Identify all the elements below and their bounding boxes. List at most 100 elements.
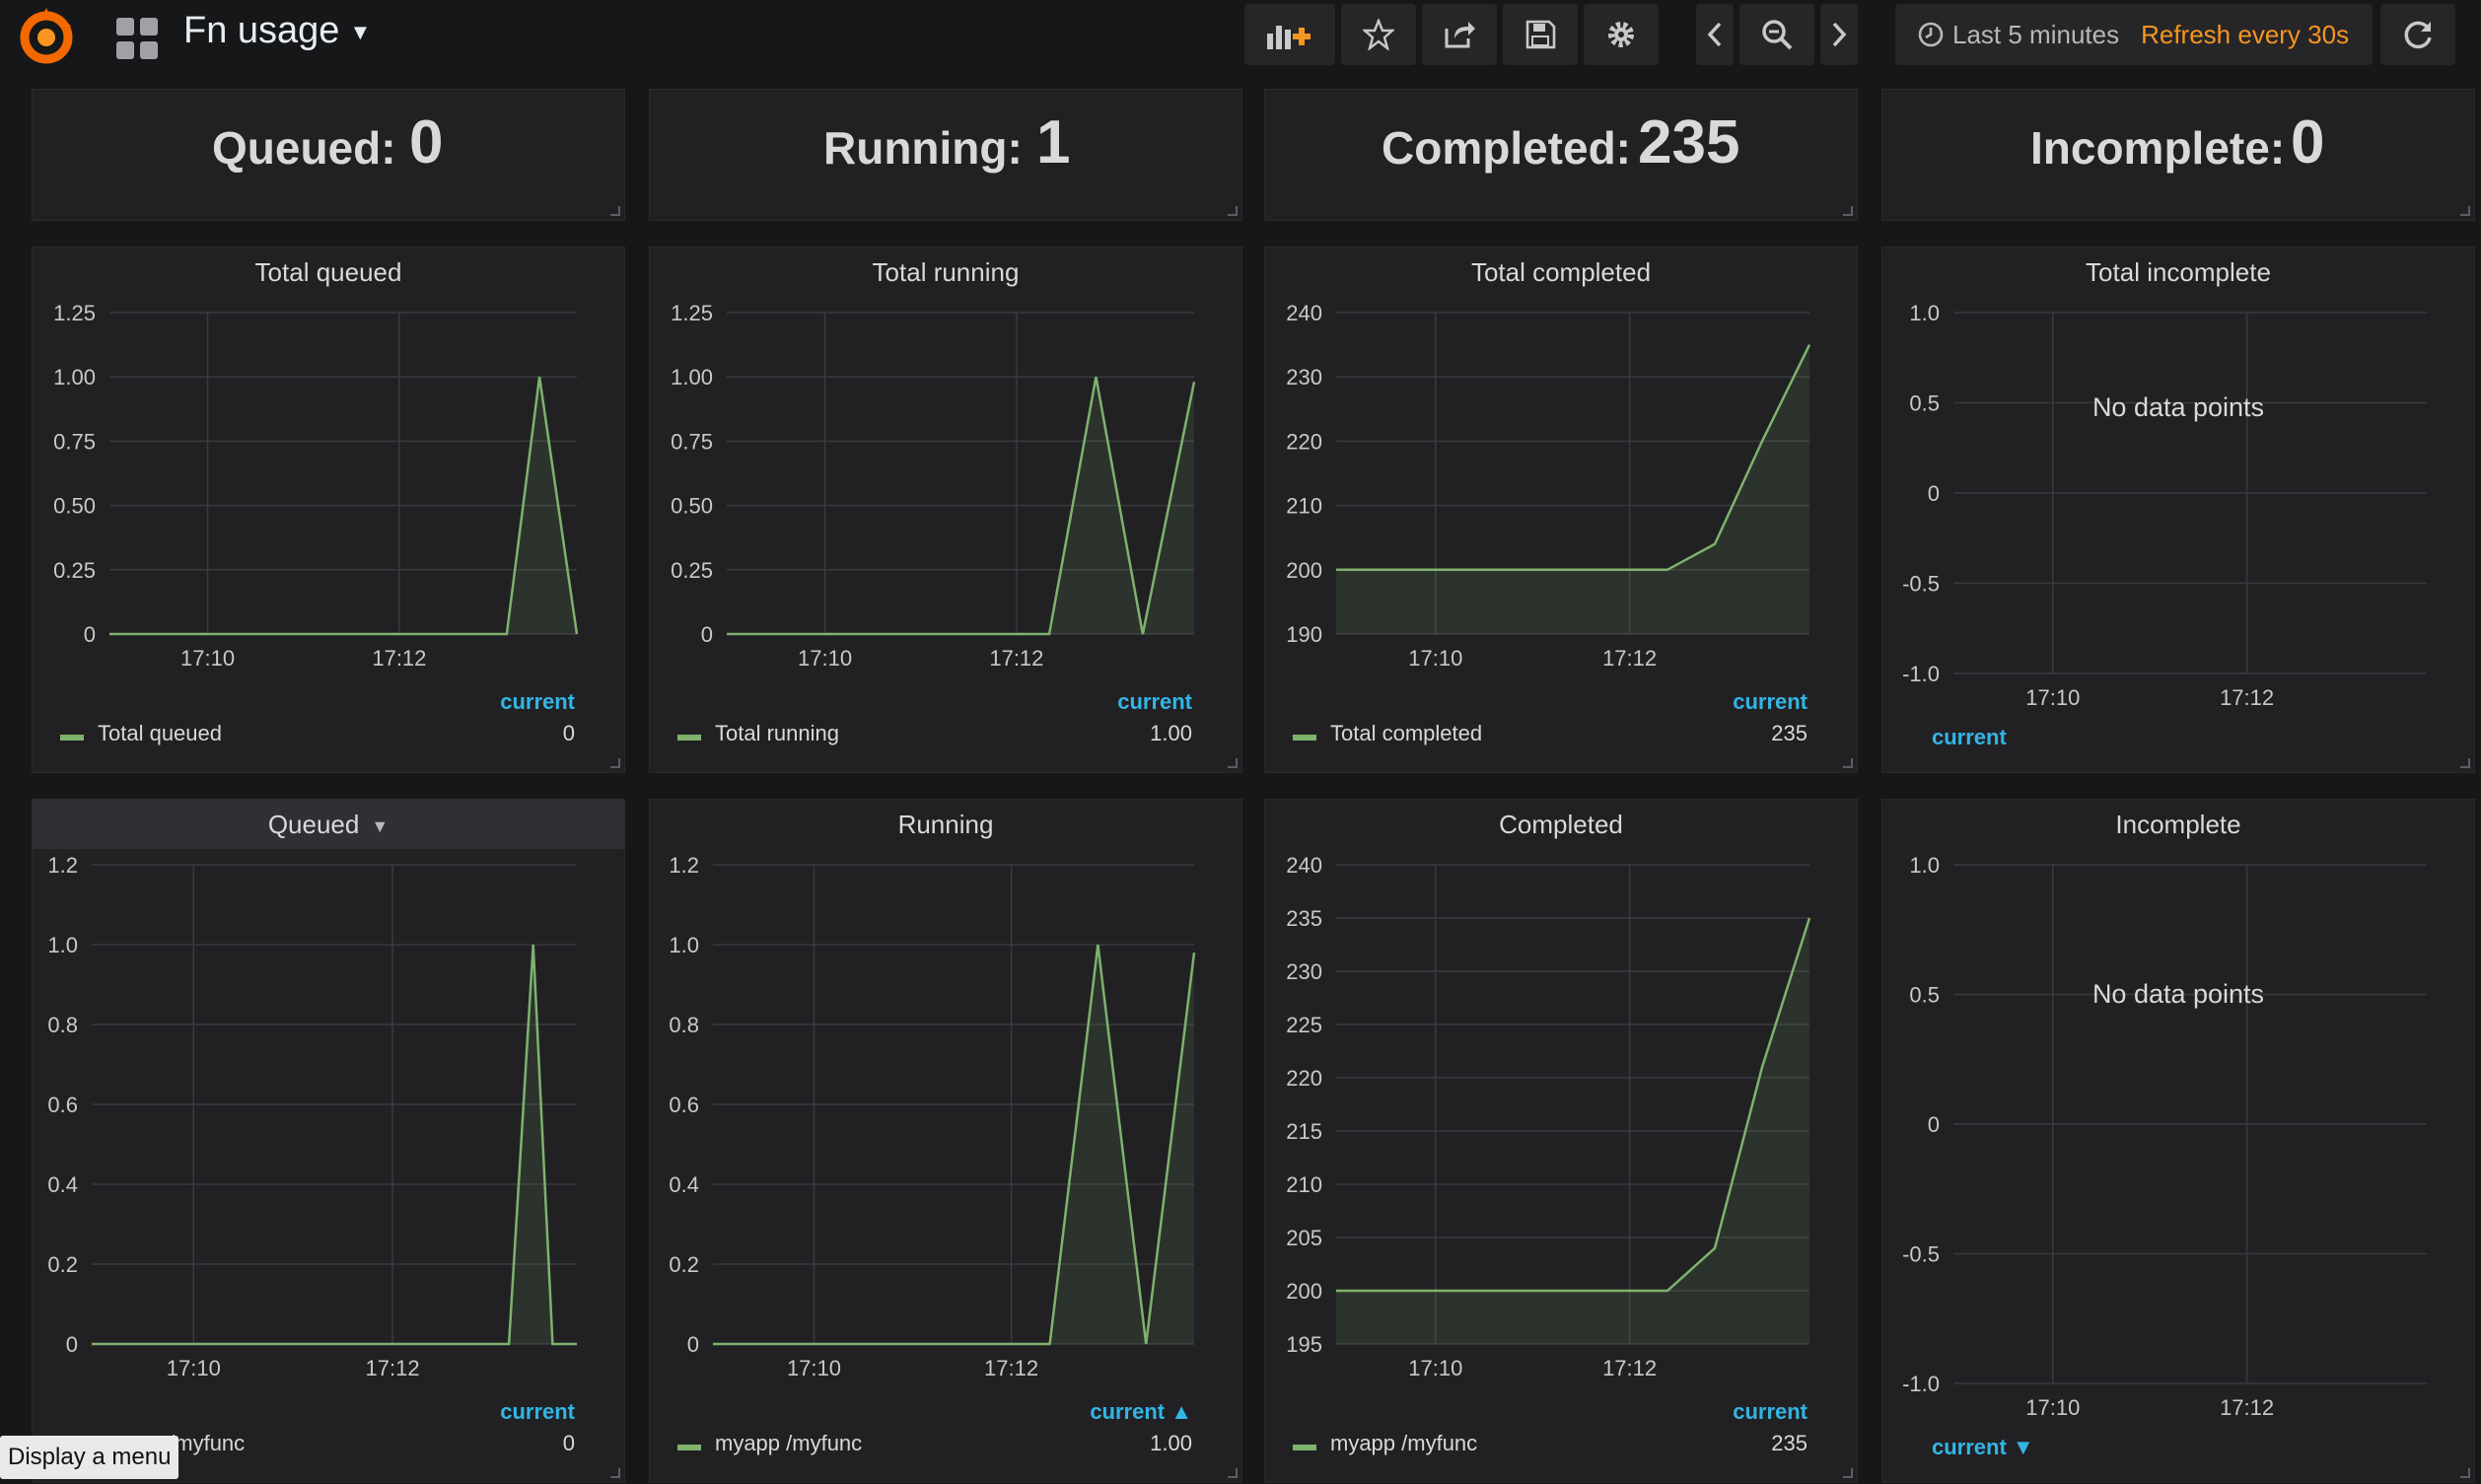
resize-handle[interactable] — [610, 1468, 620, 1478]
caret-down-icon: ▼ — [371, 816, 390, 837]
grafana-logo-icon[interactable] — [14, 4, 79, 69]
legend-series-name[interactable]: myapp /myfunc — [1330, 1431, 1478, 1455]
series-area — [727, 377, 1194, 634]
dashboard-grid-icon[interactable] — [114, 16, 160, 61]
resize-handle[interactable] — [610, 206, 620, 216]
series-area — [713, 945, 1194, 1344]
series-area — [92, 945, 577, 1344]
legend-series-name[interactable]: Total running — [715, 721, 839, 745]
y-tick-label: 0.2 — [47, 1252, 78, 1277]
legend-current-header[interactable]: current — [500, 1399, 575, 1424]
graph-canvas[interactable]: 1.2 1.0 0.8 0.6 0.4 0.2 0 17:10 17:12 — [650, 800, 1243, 1484]
y-tick-label: 0.6 — [669, 1093, 699, 1117]
resize-handle[interactable] — [1228, 758, 1238, 768]
y-tick-label: 230 — [1286, 365, 1322, 389]
panel-title[interactable]: Total completed — [1265, 257, 1857, 288]
y-tick-label: 0.5 — [1909, 391, 1940, 416]
save-button[interactable] — [1503, 4, 1578, 65]
stat-label: Queued: — [212, 122, 396, 174]
legend-series-swatch — [60, 735, 84, 741]
y-tick-label: 0.4 — [47, 1172, 78, 1197]
time-forward-button[interactable] — [1820, 4, 1858, 65]
legend-series-name[interactable]: Total queued — [98, 721, 222, 745]
graph-canvas[interactable]: 1.0 0.5 0 -0.5 -1.0 17:10 17:12 — [1882, 247, 2476, 774]
time-back-button[interactable] — [1696, 4, 1734, 65]
graph-canvas[interactable]: 1.2 1.0 0.8 0.6 0.4 0.2 0 17:10 17:12 — [33, 800, 626, 1484]
legend-series-current-value: 0 — [562, 721, 575, 745]
panel-title[interactable]: Completed — [1265, 810, 1857, 840]
graph-canvas[interactable]: 240 230 220 210 200 190 17:10 17:12 — [1265, 247, 1859, 774]
panel-title-text: Running — [897, 810, 994, 839]
legend-current-header[interactable]: current — [500, 689, 575, 714]
resize-handle[interactable] — [1843, 758, 1853, 768]
dashboard-title[interactable]: Fn usage ▼ — [183, 10, 371, 52]
series-line — [727, 376, 1196, 636]
add-panel-icon — [1267, 26, 1311, 49]
panel-title[interactable]: Running — [650, 810, 1241, 840]
y-tick-label: 195 — [1286, 1332, 1322, 1357]
x-tick-label: 17:12 — [984, 1356, 1038, 1380]
resize-handle[interactable] — [1228, 206, 1238, 216]
legend-series-swatch — [677, 735, 701, 741]
chevron-left-icon — [1707, 22, 1722, 47]
panel-title[interactable]: Total running — [650, 257, 1241, 288]
resize-handle[interactable] — [2460, 206, 2470, 216]
x-tick-label: 17:12 — [2220, 1395, 2274, 1420]
legend-series-swatch — [1293, 1445, 1316, 1450]
resize-handle[interactable] — [2460, 758, 2470, 768]
resize-handle[interactable] — [610, 758, 620, 768]
refresh-button[interactable] — [2380, 4, 2455, 65]
panel-title[interactable]: Incomplete — [1882, 810, 2474, 840]
gear-icon — [1608, 22, 1634, 47]
legend-series-name[interactable]: Total completed — [1330, 721, 1483, 745]
y-tick-label: 0.75 — [53, 429, 96, 454]
legend-series-current-value: 0 — [562, 1431, 575, 1455]
y-tick-label: 240 — [1286, 301, 1322, 325]
legend-current-header[interactable]: current ▲ — [1090, 1399, 1192, 1424]
top-navbar: Fn usage ▼ Last 5 minutes Refresh every 3… — [0, 0, 2481, 79]
y-tick-label: 0.25 — [53, 558, 96, 583]
x-tick-label: 17:12 — [2220, 685, 2274, 710]
panel-title-text: Queued — [267, 810, 360, 839]
resize-handle[interactable] — [2460, 1468, 2470, 1478]
stat-panel-incomplete: Incomplete: 0 — [1881, 89, 2475, 221]
legend-current-header[interactable]: current — [1117, 689, 1192, 714]
time-picker-button[interactable]: Last 5 minutes Refresh every 30s — [1895, 4, 2373, 65]
resize-handle[interactable] — [1843, 206, 1853, 216]
star-button[interactable] — [1341, 4, 1416, 65]
graph-panel: Total completed 240 230 220 210 200 190 17:10 17… — [1264, 247, 1858, 773]
legend-series-current-value: 235 — [1771, 1431, 1808, 1455]
stat-value: 235 — [1638, 108, 1740, 177]
panel-title-text: Total completed — [1470, 257, 1652, 287]
zoom-out-button[interactable] — [1739, 4, 1814, 65]
add-panel-button[interactable] — [1244, 4, 1335, 65]
legend-series-current-value: 235 — [1771, 721, 1808, 745]
refresh-icon — [2404, 21, 2432, 49]
y-tick-label: 220 — [1286, 1066, 1322, 1091]
panel-title[interactable]: Queued ▼ — [33, 800, 624, 849]
legend-current-header[interactable]: current — [1932, 725, 2007, 749]
legend-series-name[interactable]: myapp /myfunc — [715, 1431, 863, 1455]
legend-current-header[interactable]: current — [1733, 1399, 1808, 1424]
settings-button[interactable] — [1584, 4, 1659, 65]
series-line — [713, 944, 1196, 1346]
graph-canvas[interactable]: 1.0 0.5 0 -0.5 -1.0 17:10 17:12 — [1882, 800, 2476, 1484]
legend-series-swatch — [677, 1445, 701, 1450]
graph-canvas[interactable]: 240 235 230 225 220 215 210 205 200 195 17:10 17:12 — [1265, 800, 1859, 1484]
x-tick-label: 17:10 — [2025, 685, 2080, 710]
legend-current-header[interactable]: current ▼ — [1932, 1435, 2034, 1459]
graph-canvas[interactable]: 1.25 1.00 0.75 0.50 0.25 0 17:10 17:12 — [650, 247, 1243, 774]
y-tick-label: 1.0 — [669, 933, 699, 957]
panel-title-text: Total running — [872, 257, 1020, 287]
x-tick-label: 17:10 — [1408, 1356, 1462, 1380]
resize-handle[interactable] — [1228, 1468, 1238, 1478]
panel-title-text: Total incomplete — [2086, 257, 2271, 287]
legend-current-header[interactable]: current — [1733, 689, 1808, 714]
share-button[interactable] — [1422, 4, 1497, 65]
resize-handle[interactable] — [1843, 1468, 1853, 1478]
panel-title[interactable]: Total incomplete — [1882, 257, 2474, 288]
graph-canvas[interactable]: 1.25 1.00 0.75 0.50 0.25 0 17:10 17:12 — [33, 247, 626, 774]
stat-label: Running: — [823, 122, 1023, 174]
y-tick-label: 0 — [687, 1332, 699, 1357]
panel-title[interactable]: Total queued — [33, 257, 624, 288]
